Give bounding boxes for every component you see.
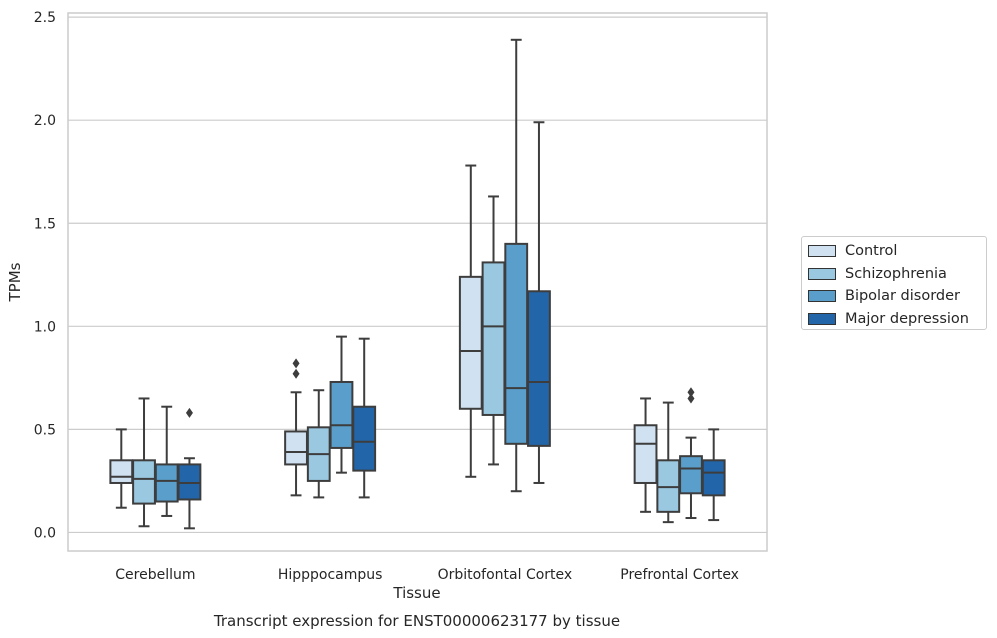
box-body [656,459,681,513]
outlier-point [185,407,193,418]
legend-label: Major depression [845,310,969,327]
box [679,387,703,520]
x-tick-label: Prefrontal Cortex [620,567,739,583]
y-tick-label: 1.5 [34,216,56,232]
box-body [177,463,202,501]
y-tick-label: 0.0 [34,525,56,541]
outlier-point [292,368,300,379]
legend-swatch [808,267,836,280]
box-body [352,405,377,472]
box-body [109,459,134,484]
box [109,428,134,509]
legend-label: Schizophrenia [845,265,947,282]
legend-label: Control [845,243,898,260]
box [527,121,551,484]
box-body [329,380,354,449]
box [352,337,377,499]
y-tick-label: 0.5 [34,422,56,438]
legend-item: Control [808,240,986,263]
box [132,397,156,528]
box [458,164,483,478]
box-body [679,455,703,495]
box-body [527,290,551,447]
box-body [154,463,179,503]
legend-item: Schizophrenia [808,263,986,286]
y-tick-label: 2.0 [34,113,56,129]
box [177,407,202,530]
outlier-point [687,393,695,404]
box-body [132,459,156,505]
box [701,428,726,522]
box-body [481,261,506,416]
legend-swatch [808,245,836,258]
x-tick-label: Cerebellum [115,567,195,583]
legend-item: Bipolar disorder [808,285,986,308]
box-body [633,424,658,484]
legend-swatch [808,290,836,303]
y-axis-label: TPMs [6,262,24,302]
legend-label: Bipolar disorder [845,288,960,305]
legend: Control Schizophrenia Bipolar disorder Majo… [801,236,987,330]
box [306,389,331,499]
x-tick-label: Orbitofontal Cortex [438,567,573,583]
box-body [284,430,308,466]
y-tick-label: 2.5 [34,10,56,26]
box [656,401,681,524]
box [633,397,658,513]
legend-swatch [808,312,836,325]
y-tick-label: 1.0 [34,319,56,335]
outlier-point [687,387,695,398]
box-body [701,459,726,497]
boxes [109,38,726,530]
outlier-point [292,358,300,369]
x-axis-label: Tissue [392,584,440,602]
x-tick-label: Hipppocampus [278,567,383,583]
box-body [458,275,483,410]
y-axis-ticks: 0.0 0.5 1.0 1.5 2.0 2.5 [34,10,56,541]
box-body [504,242,529,445]
x-axis-ticks: Cerebellum Hipppocampus Orbitofontal Corte… [115,567,739,583]
box [504,38,529,493]
legend-item: Major depression [808,308,986,331]
chart-title: Transcript expression for ENST0000062317… [213,612,620,630]
